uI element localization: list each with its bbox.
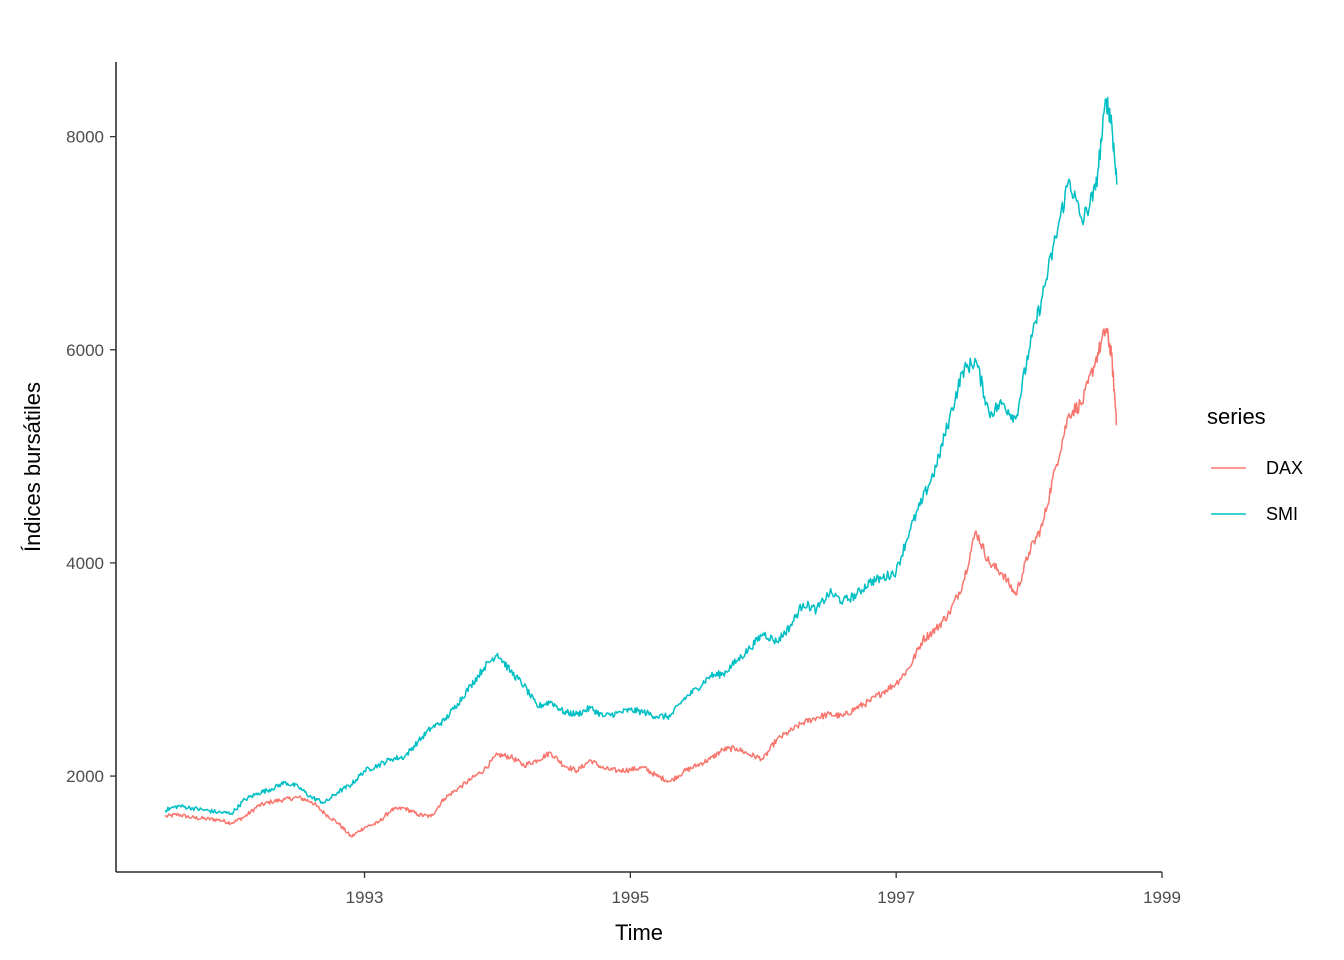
x-tick-label: 1999 xyxy=(1143,888,1181,907)
x-tick-label: 1995 xyxy=(611,888,649,907)
y-tick-label: 6000 xyxy=(66,341,104,360)
x-axis-ticks: 1993 1995 1997 1999 xyxy=(346,872,1181,907)
y-tick-label: 4000 xyxy=(66,554,104,573)
legend-label-smi: SMI xyxy=(1266,504,1298,524)
plot-area: 1993 1995 1997 1999 2000 4000 6000 8000 xyxy=(66,62,1181,907)
series-layer xyxy=(164,96,1118,838)
y-axis-title: Índices bursátiles xyxy=(20,382,45,552)
x-axis-title: Time xyxy=(615,920,663,945)
legend-label-dax: DAX xyxy=(1266,458,1303,478)
x-tick-label: 1993 xyxy=(346,888,384,907)
y-axis-ticks: 2000 4000 6000 8000 xyxy=(66,128,116,786)
y-tick-label: 2000 xyxy=(66,767,104,786)
series-line-smi xyxy=(164,96,1118,815)
legend-items: DAX SMI xyxy=(1211,458,1303,524)
series-line-dax xyxy=(164,327,1118,838)
legend-title: series xyxy=(1207,404,1266,429)
x-tick-label: 1997 xyxy=(877,888,915,907)
y-tick-label: 8000 xyxy=(66,128,104,147)
legend: series DAX SMI xyxy=(1207,404,1303,524)
